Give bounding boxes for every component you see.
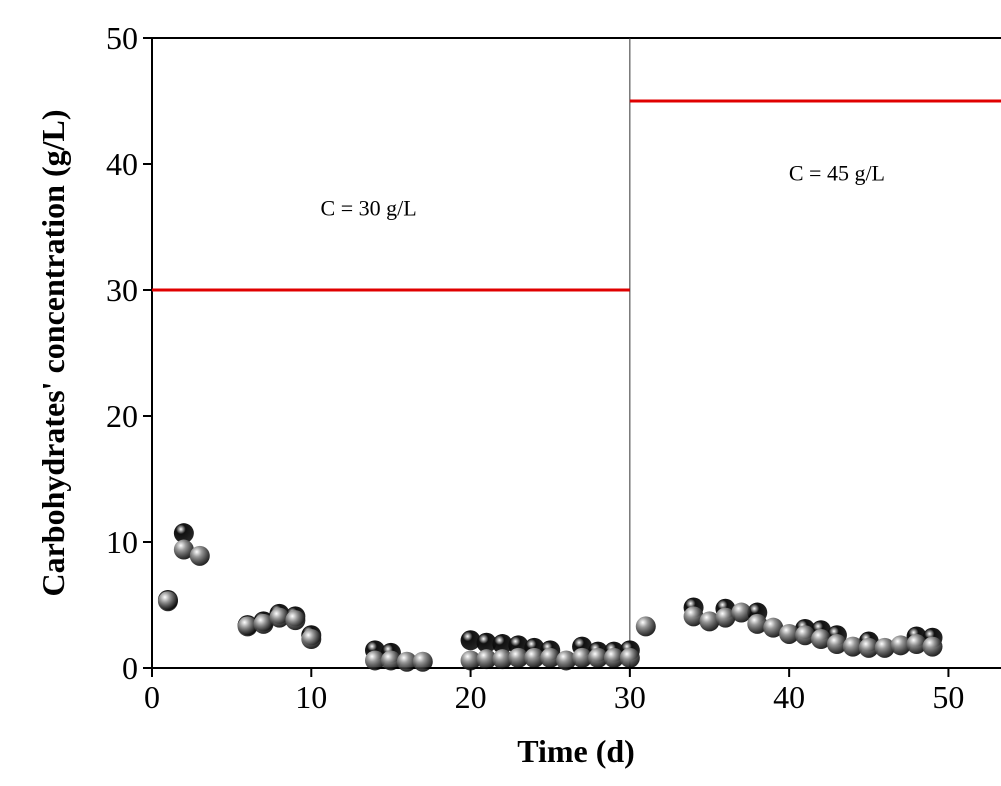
data-point xyxy=(396,651,417,672)
x-axis-title: Time (d) xyxy=(517,733,635,769)
data-point xyxy=(460,650,481,671)
data-point xyxy=(237,616,258,637)
x-tick-label: 0 xyxy=(144,679,160,715)
data-point xyxy=(476,649,497,670)
data-point xyxy=(492,649,513,670)
data-point xyxy=(922,636,943,657)
data-point xyxy=(301,629,322,650)
y-tick-label: 50 xyxy=(106,20,138,56)
data-point xyxy=(524,647,545,668)
data-point xyxy=(890,635,911,656)
data-point xyxy=(795,625,816,646)
data-point xyxy=(779,623,800,644)
data-point xyxy=(157,591,178,612)
data-point xyxy=(683,606,704,627)
data-point xyxy=(619,647,640,668)
data-point xyxy=(269,607,290,628)
data-point xyxy=(572,647,593,668)
data-point xyxy=(699,611,720,632)
annotation: C = 30 g/L xyxy=(321,196,417,221)
data-point xyxy=(508,647,529,668)
data-point xyxy=(365,650,386,671)
data-point xyxy=(460,630,481,651)
x-tick-label: 10 xyxy=(295,679,327,715)
data-point xyxy=(826,634,847,655)
data-point xyxy=(715,607,736,628)
x-tick-label: 30 xyxy=(614,679,646,715)
data-point xyxy=(874,637,895,658)
data-point xyxy=(731,602,752,623)
data-point xyxy=(540,647,561,668)
annotation: C = 45 g/L xyxy=(789,160,885,185)
data-point xyxy=(603,647,624,668)
data-point xyxy=(906,634,927,655)
y-tick-label: 0 xyxy=(122,650,138,686)
data-point xyxy=(476,632,497,653)
y-tick-label: 30 xyxy=(106,272,138,308)
data-point xyxy=(285,610,306,631)
data-point xyxy=(173,523,194,544)
data-point xyxy=(588,647,609,668)
x-tick-label: 50 xyxy=(932,679,964,715)
x-tick-label: 20 xyxy=(455,679,487,715)
data-point xyxy=(556,650,577,671)
data-point xyxy=(173,539,194,560)
data-point xyxy=(858,637,879,658)
data-point xyxy=(492,634,513,655)
data-point xyxy=(253,613,274,634)
data-point xyxy=(189,545,210,566)
x-tick-label: 40 xyxy=(773,679,805,715)
data-point xyxy=(380,650,401,671)
data-point xyxy=(747,613,768,634)
data-point xyxy=(763,617,784,638)
data-point xyxy=(635,616,656,637)
data-point xyxy=(811,629,832,650)
data-point xyxy=(842,636,863,657)
y-axis-title: Carbohydrates' concentration (g/L) xyxy=(35,109,71,596)
y-tick-label: 10 xyxy=(106,524,138,560)
y-tick-label: 40 xyxy=(106,146,138,182)
data-point xyxy=(412,651,433,672)
y-tick-label: 20 xyxy=(106,398,138,434)
